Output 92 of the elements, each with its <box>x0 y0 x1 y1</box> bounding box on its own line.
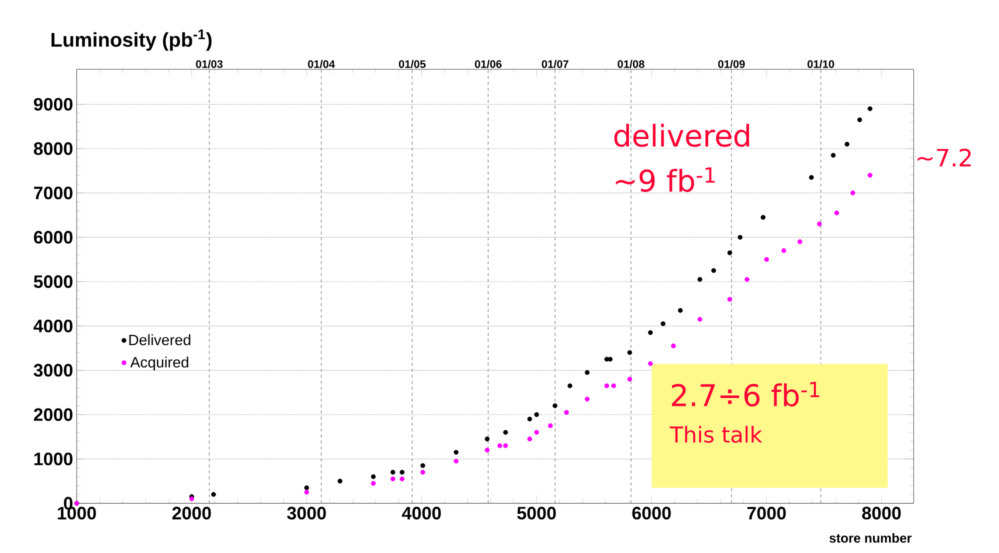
annotation: delivered <box>614 124 750 147</box>
point <box>727 296 732 302</box>
point <box>454 450 459 455</box>
point <box>420 463 426 468</box>
point <box>697 277 702 282</box>
text: ~7.2 <box>918 148 971 166</box>
point <box>503 443 508 448</box>
text: 01/06 <box>474 60 502 68</box>
point <box>744 277 750 282</box>
point <box>484 436 490 442</box>
point <box>370 474 376 480</box>
x-tick-label: 4000 <box>402 506 441 520</box>
x-tick-label: 2000 <box>172 506 211 520</box>
point <box>390 476 396 482</box>
point <box>738 234 743 240</box>
point <box>400 470 404 475</box>
text: 01/10 <box>808 60 834 68</box>
x-tick-label: 5000 <box>517 506 556 520</box>
y-tick-label: 7000 <box>34 186 72 200</box>
x-axis-title: store number <box>829 533 912 543</box>
point <box>760 214 766 220</box>
point <box>497 443 502 448</box>
point <box>584 396 590 402</box>
point <box>370 480 376 486</box>
text: 01/04 <box>308 60 335 68</box>
point <box>678 308 683 313</box>
point <box>564 410 569 415</box>
annotation: ~9 fb$^{-1}$ <box>616 167 715 192</box>
text: 01/03 <box>196 60 223 68</box>
point <box>797 239 802 244</box>
y-tick-label: 4000 <box>34 320 72 332</box>
y-tick-label: 1000 <box>34 452 72 466</box>
legend-label: Acquired <box>130 356 188 370</box>
point <box>548 423 553 428</box>
point <box>727 250 732 256</box>
point <box>584 370 590 375</box>
point <box>697 316 702 322</box>
point <box>304 490 310 495</box>
point <box>808 175 814 180</box>
point <box>627 376 632 382</box>
point <box>534 430 539 435</box>
point <box>868 172 872 178</box>
point <box>648 361 653 366</box>
y-tick-label: 6000 <box>34 230 72 244</box>
text: 01/09 <box>718 60 745 68</box>
x-tick-label: 3000 <box>287 506 326 520</box>
legend-label: Delivered <box>129 334 190 346</box>
point <box>390 470 396 475</box>
point <box>817 222 822 226</box>
point <box>552 403 558 408</box>
text: 01/05 <box>398 60 426 68</box>
annotation: This talk <box>670 426 762 443</box>
point <box>454 458 459 464</box>
point <box>211 492 216 497</box>
y-tick-label: 8000 <box>34 142 72 155</box>
point <box>868 106 872 112</box>
point <box>527 416 532 422</box>
point <box>830 152 836 158</box>
point <box>660 321 666 326</box>
point <box>503 430 508 435</box>
y-tick-label: 5000 <box>34 275 72 288</box>
point <box>627 350 632 355</box>
y-tick-label: 9000 <box>34 98 72 111</box>
point <box>781 248 786 253</box>
point <box>608 356 613 362</box>
y-tick-label: 3000 <box>34 364 72 377</box>
point <box>671 344 676 348</box>
point <box>304 485 310 490</box>
x-tick-label: 8000 <box>862 506 901 520</box>
annotation: 2.7÷6 fb$^{-1}$ <box>672 382 820 407</box>
point <box>420 470 426 475</box>
x-tick-label: 6000 <box>632 506 671 520</box>
point <box>850 190 856 196</box>
point <box>527 436 532 442</box>
point <box>834 210 840 216</box>
point <box>568 383 572 388</box>
point <box>338 478 342 484</box>
x-tick-label: 7000 <box>747 506 786 520</box>
text: 01/08 <box>618 60 644 68</box>
text: 01/07 <box>542 60 568 68</box>
point <box>711 268 716 273</box>
point <box>484 448 490 452</box>
point <box>400 476 404 482</box>
y-axis-title: Luminosity (pb$^{-1}$) <box>52 30 212 51</box>
point <box>844 142 850 147</box>
y-tick-label: 2000 <box>34 408 72 421</box>
point <box>534 412 539 418</box>
point <box>604 383 610 388</box>
point <box>764 257 769 262</box>
point <box>857 117 862 122</box>
point <box>611 383 616 388</box>
point <box>648 330 653 336</box>
